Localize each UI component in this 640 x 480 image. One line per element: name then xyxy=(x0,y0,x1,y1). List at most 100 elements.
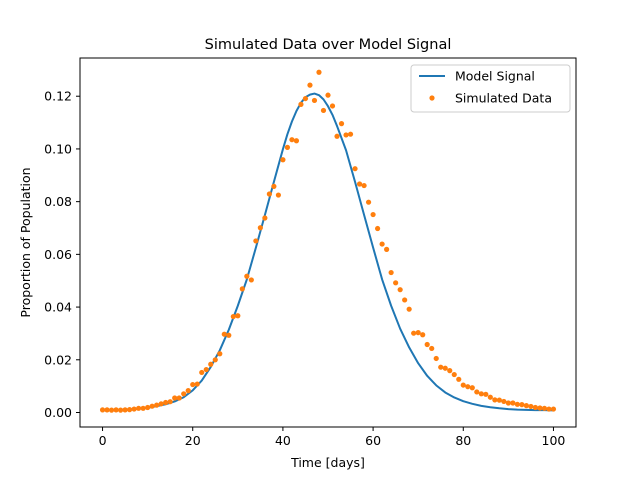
simulated-data-point xyxy=(122,407,128,413)
y-tick-label: 0.12 xyxy=(44,89,72,104)
y-axis-label: Proportion of Population xyxy=(18,167,33,317)
simulated-data-point xyxy=(546,406,552,412)
simulated-data-point xyxy=(447,368,453,374)
simulated-data-point xyxy=(429,345,435,352)
simulated-data-point xyxy=(280,157,286,163)
simulated-data-point xyxy=(208,361,214,367)
simulated-data-point xyxy=(393,280,399,286)
simulated-data-point xyxy=(266,191,272,197)
simulated-data-point xyxy=(532,404,539,411)
simulated-data-point xyxy=(442,365,448,371)
simulated-data-point xyxy=(438,364,444,370)
simulated-data-point xyxy=(460,382,466,388)
x-tick-label: 40 xyxy=(275,433,291,448)
y-tick-label: 0.08 xyxy=(44,194,72,209)
simulated-data-point xyxy=(433,355,439,362)
simulated-data-point xyxy=(145,404,151,411)
simulated-data-point xyxy=(415,330,421,336)
x-tick-label: 60 xyxy=(365,433,381,448)
simulated-data-point xyxy=(212,357,218,363)
simulated-data-point xyxy=(397,287,403,293)
legend-model-signal-label: Model Signal xyxy=(455,69,535,84)
simulated-data-point xyxy=(221,331,227,337)
simulated-data-point xyxy=(492,397,498,403)
simulated-data-point xyxy=(375,225,381,232)
simulated-data-point xyxy=(501,398,507,405)
simulated-data-point xyxy=(194,381,200,387)
simulated-data-point xyxy=(338,121,345,127)
y-tick-label: 0.00 xyxy=(44,405,72,420)
y-axis-ticks: 0.00 0.02 0.04 0.06 0.08 0.10 0.12 xyxy=(44,89,80,420)
simulated-data-point xyxy=(289,137,295,143)
simulated-data-point xyxy=(108,407,115,413)
plot-area xyxy=(99,69,557,413)
simulated-data-point xyxy=(257,225,263,231)
simulated-data-point xyxy=(136,405,142,411)
simulated-data-point xyxy=(361,182,367,189)
simulated-data-point xyxy=(510,400,516,406)
simulated-data-point xyxy=(181,391,187,397)
simulated-data-point xyxy=(140,405,146,411)
chart-title: Simulated Data over Model Signal xyxy=(205,37,452,53)
simulated-data-point xyxy=(244,273,250,279)
simulated-data-point xyxy=(474,389,480,395)
model-signal-series xyxy=(102,92,554,412)
simulated-data-point xyxy=(271,183,277,189)
simulated-data-point xyxy=(519,402,525,408)
simulated-data-point xyxy=(293,138,300,144)
simulated-data-point xyxy=(483,391,489,397)
simulated-data-point xyxy=(311,97,318,104)
simulated-data-point xyxy=(298,101,304,107)
simulated-data-point xyxy=(550,406,557,412)
simulated-data-point xyxy=(185,388,191,394)
axes-frame xyxy=(79,57,577,428)
simulated-data-point xyxy=(275,192,281,198)
simulated-data-point xyxy=(217,351,223,357)
legend-box xyxy=(410,64,571,113)
simulated-data-point xyxy=(541,405,548,411)
simulated-data-point xyxy=(343,132,349,138)
simulated-data-point xyxy=(388,269,394,276)
simulated-data-point xyxy=(379,241,385,247)
simulated-data-point xyxy=(456,376,462,382)
simulated-data-point xyxy=(352,166,358,172)
simulated-data-point xyxy=(316,69,322,75)
simulated-data-point xyxy=(203,366,209,373)
simulated-data-point xyxy=(514,401,520,407)
simulated-data-point xyxy=(262,215,268,221)
simulated-data-point xyxy=(384,246,390,252)
simulated-data-point xyxy=(420,332,426,338)
x-axis-label: Time [days] xyxy=(290,455,365,470)
simulated-data-point xyxy=(347,131,354,137)
simulated-data-point xyxy=(235,313,241,319)
simulated-data-point xyxy=(154,402,160,408)
simulated-data-point xyxy=(158,401,164,407)
simulated-data-point xyxy=(406,306,412,312)
simulated-data-point xyxy=(320,107,327,114)
legend: Model Signal Simulated Data xyxy=(410,64,571,113)
simulated-data-point xyxy=(365,199,372,205)
legend-simulated-data-label: Simulated Data xyxy=(455,91,552,106)
simulated-data-point xyxy=(172,395,178,401)
simulated-data-point xyxy=(167,399,173,405)
simulated-data-point xyxy=(334,133,340,139)
simulated-data-point xyxy=(411,330,417,336)
legend-simulated-data-swatch xyxy=(429,95,435,101)
simulated-data-point xyxy=(104,407,110,413)
simulated-data-point xyxy=(487,394,493,400)
simulated-data-point xyxy=(239,286,245,292)
simulated-data-point xyxy=(478,391,484,397)
simulated-data-point xyxy=(523,403,530,409)
y-tick-label: 0.06 xyxy=(44,247,72,262)
y-tick-label: 0.02 xyxy=(44,352,72,367)
y-tick-label: 0.10 xyxy=(44,141,72,156)
simulated-data-point xyxy=(253,238,259,244)
simulated-data-series xyxy=(99,69,557,413)
simulated-data-point xyxy=(537,405,543,411)
simulated-data-point xyxy=(127,407,133,413)
simulated-data-point xyxy=(469,385,475,391)
simulated-data-point xyxy=(496,397,502,403)
simulated-data-point xyxy=(307,82,313,88)
simulated-data-point xyxy=(149,403,155,409)
